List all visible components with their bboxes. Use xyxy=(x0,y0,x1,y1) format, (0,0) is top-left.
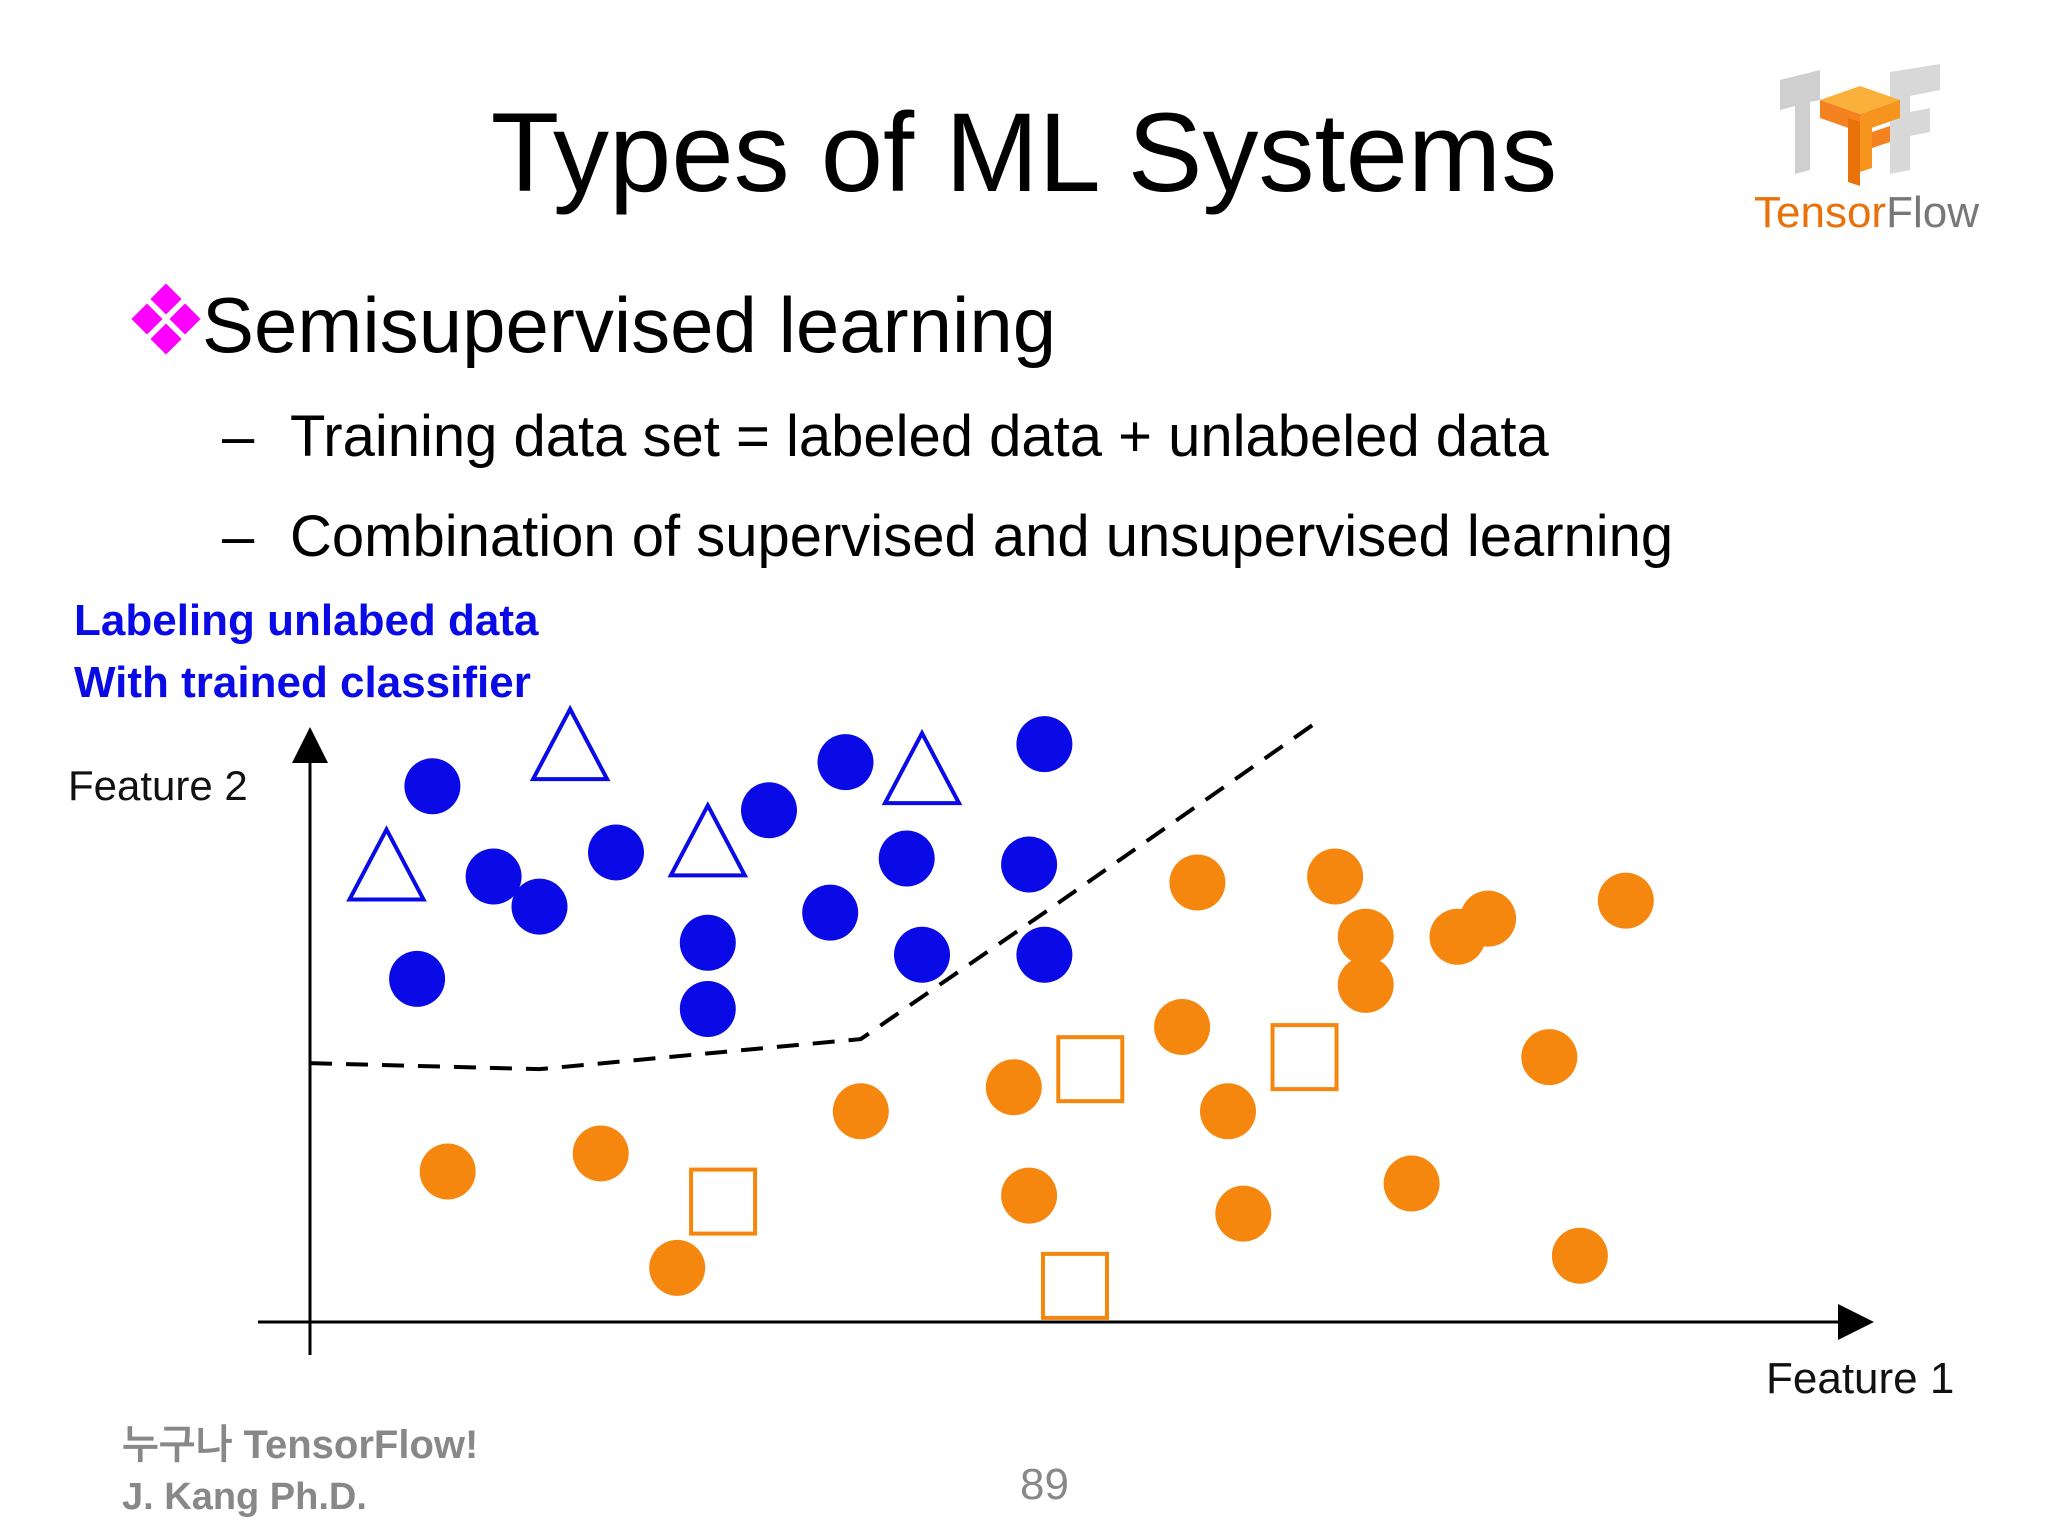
sub-bullet-dash: – xyxy=(222,404,255,469)
sub-bullet-dash: – xyxy=(222,504,255,569)
main-bullet-text: Semisupervised learning xyxy=(202,281,1057,369)
class-b-point xyxy=(1521,1029,1578,1086)
unlabeled-square-point xyxy=(689,1167,758,1236)
class-b-point xyxy=(1215,1185,1272,1242)
class-a-point xyxy=(878,830,935,887)
class-a-point xyxy=(389,950,446,1007)
main-bullet: Semisupervised learning xyxy=(130,280,1056,370)
class-b-point xyxy=(1001,1167,1058,1224)
tensorflow-logo-text: TensorFlow xyxy=(1754,188,1979,238)
unlabeled-triangle-point xyxy=(346,825,427,902)
class-b-point xyxy=(1337,956,1394,1013)
sub-bullet-text: Combination of supervised and unsupervis… xyxy=(290,504,1674,569)
class-a-point xyxy=(802,884,859,941)
class-b-point xyxy=(1337,908,1394,965)
unlabeled-square-point xyxy=(1041,1251,1109,1320)
unlabeled-square-point xyxy=(1056,1035,1125,1104)
tensorflow-logo: TensorFlow xyxy=(1740,60,1980,250)
footer-author: J. Kang Ph.D. xyxy=(122,1476,367,1518)
class-a-point xyxy=(817,734,874,791)
y-axis-label: Feature 2 xyxy=(68,762,248,809)
class-a-point xyxy=(404,758,461,815)
footer-course-title: 누구나 TensorFlow! xyxy=(122,1423,479,1467)
class-b-point xyxy=(985,1059,1042,1116)
class-b-point xyxy=(1383,1155,1440,1212)
tensorflow-logo-icon xyxy=(1780,64,1940,186)
class-b-point xyxy=(1597,872,1654,929)
class-b-point xyxy=(1429,908,1486,965)
class-b-point xyxy=(1154,999,1211,1056)
logo-text-flow: Flow xyxy=(1886,188,1979,237)
class-b-point xyxy=(1169,854,1226,911)
page-number: 89 xyxy=(1020,1460,1069,1509)
sub-bullet: – Combination of supervised and unsupervi… xyxy=(222,502,1673,572)
logo-text-tensor: Tensor xyxy=(1754,188,1887,237)
annotation-line: With trained classifier xyxy=(74,658,531,707)
decision-boundary xyxy=(309,718,1321,1072)
class-b-point xyxy=(419,1143,476,1200)
unlabeled-square-point xyxy=(1270,1023,1339,1092)
class-b-point xyxy=(1551,1227,1608,1284)
class-a-point xyxy=(1001,836,1058,893)
class-a-point xyxy=(741,782,797,839)
class-b-point xyxy=(572,1125,629,1182)
annotation-line: Labeling unlabed data xyxy=(74,596,539,645)
class-a-point xyxy=(679,914,736,971)
class-b-point xyxy=(1200,1083,1256,1140)
x-axis-label: Feature 1 xyxy=(1766,1354,1955,1403)
slide-title: Types of ML Systems xyxy=(490,90,1558,215)
class-a-point xyxy=(894,926,950,983)
unlabeled-triangle-point xyxy=(667,801,749,878)
unlabeled-triangle-point xyxy=(881,728,963,806)
class-a-point xyxy=(1016,716,1073,773)
unlabeled-triangle-point xyxy=(529,704,611,782)
class-a-point xyxy=(1016,926,1073,983)
sub-bullet-text: Training data set = labeled data + unlab… xyxy=(290,404,1549,469)
class-b-point xyxy=(832,1083,889,1140)
class-a-point xyxy=(588,824,644,881)
class-a-point xyxy=(465,848,522,905)
class-b-point xyxy=(649,1239,706,1296)
class-a-point xyxy=(511,878,568,935)
diamond-bullet-icon xyxy=(130,282,202,362)
sub-bullet: – Training data set = labeled data + unla… xyxy=(222,402,1549,472)
class-a-point xyxy=(679,980,736,1037)
class-b-point xyxy=(1307,848,1364,905)
